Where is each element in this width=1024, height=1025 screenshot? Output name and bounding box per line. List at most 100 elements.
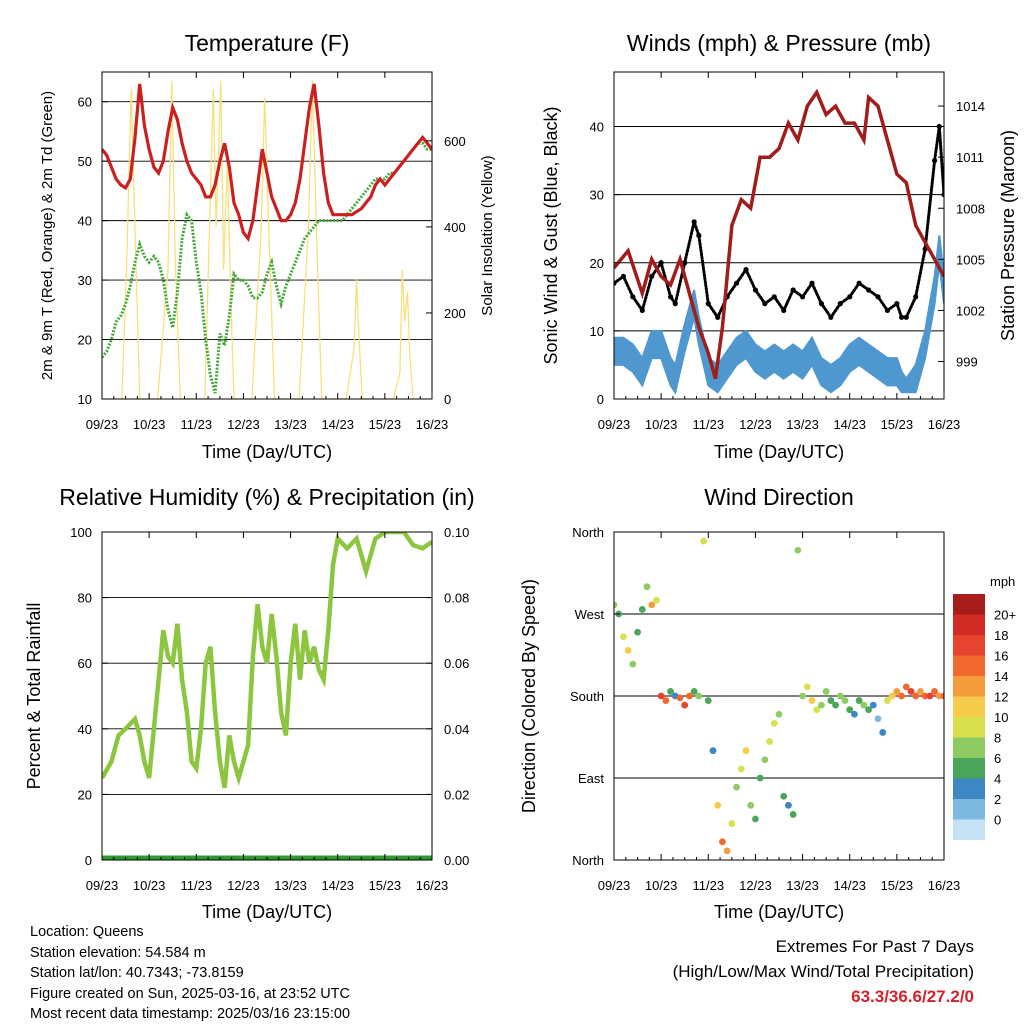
direction-point	[690, 688, 698, 695]
direction-point	[818, 701, 825, 709]
gust-point	[875, 294, 881, 300]
plot-frame	[101, 71, 433, 400]
gust-point	[667, 294, 674, 300]
direction-point	[869, 701, 877, 709]
x-tick-label: 12/23	[227, 417, 260, 432]
direction-point	[794, 546, 802, 554]
gust-line	[614, 126, 944, 321]
chart-title: Relative Humidity (%) & Precipitation (i…	[59, 484, 474, 510]
chart-panel-2: Winds (mph) & Pressure (mb) Time (Day/UTC…	[541, 30, 1018, 462]
direction-point	[752, 815, 759, 823]
y-tick-label: 60	[78, 656, 92, 671]
x-tick-label: 09/23	[86, 417, 119, 432]
gust-point	[847, 294, 853, 300]
gust-point	[696, 232, 702, 239]
legend-label: 4	[994, 772, 1001, 787]
direction-point	[662, 697, 670, 704]
x-tick-label: 12/23	[227, 878, 260, 893]
x-tick-label: 11/23	[692, 417, 724, 432]
gust-point	[682, 260, 688, 266]
direction-point	[624, 647, 632, 654]
y-axis-label: 2m & 9m T (Red, Orange) & 2m Td (Green)	[39, 91, 56, 380]
direction-point	[614, 601, 618, 609]
gust-point	[715, 314, 721, 320]
y-tick-label: 80	[78, 591, 92, 606]
gust-point	[799, 294, 806, 300]
chart-panel-3: Relative Humidity (%) & Precipitation (i…	[24, 484, 475, 922]
gust-point	[620, 273, 627, 279]
plot-area	[614, 537, 944, 855]
x-tick-label: 15/23	[369, 417, 402, 432]
x-tick-label: 15/23	[881, 417, 914, 432]
direction-point	[629, 660, 637, 668]
direction-point	[808, 697, 816, 704]
legend-label: 16	[994, 649, 1008, 664]
gust-point	[903, 314, 909, 320]
direction-point	[747, 801, 755, 809]
direction-point	[686, 692, 693, 700]
legend-swatch	[953, 758, 985, 779]
legend-label: 14	[994, 669, 1008, 684]
legend-label: 6	[994, 751, 1001, 766]
direction-point	[780, 792, 788, 800]
legend-swatch	[953, 778, 985, 799]
x-tick-label: 13/23	[274, 878, 307, 893]
station-info: Location: Queens Station elevation: 54.5…	[30, 922, 350, 1025]
gust-point	[865, 287, 872, 293]
gust-point	[936, 123, 942, 130]
x-tick-label: 16/23	[416, 878, 449, 893]
extremes-values: 63.3/36.6/27.2/0	[851, 987, 974, 1006]
legend-swatch	[953, 676, 985, 697]
x-tick-label: 10/23	[645, 878, 678, 893]
y-tick-label: 50	[78, 154, 92, 169]
direction-point	[676, 694, 684, 702]
legend-label: 10	[994, 710, 1008, 725]
y-tick-label: 30	[590, 188, 604, 203]
direction-point	[888, 692, 896, 700]
y-axis-label-right: Solar Insolation (Yellow)	[479, 155, 496, 315]
x-tick-label: 15/23	[881, 878, 914, 893]
wind-speed-area	[614, 235, 944, 395]
chart-panel-4: Wind Direction Time (Day/UTC) Direction (C…	[519, 484, 1016, 922]
y-tick-label-right: 0.10	[444, 525, 469, 540]
x-tick-label: 09/23	[86, 878, 119, 893]
direction-point	[822, 688, 830, 695]
x-axis-label: Time (Day/UTC)	[202, 442, 332, 462]
x-tick-label: 14/23	[321, 417, 354, 432]
y-tick-label-right: 1002	[956, 303, 985, 318]
x-tick-label: 10/23	[133, 417, 166, 432]
y-tick-label: 10	[78, 392, 92, 407]
direction-point	[681, 701, 689, 709]
x-tick-label: 15/23	[369, 878, 402, 893]
legend-swatch	[953, 655, 985, 676]
y-tick-label-right: 0	[444, 392, 451, 407]
direction-point	[799, 692, 806, 700]
y-tick-label-right: 1014	[956, 99, 985, 114]
direction-point	[874, 715, 882, 723]
legend-label: 18	[994, 628, 1008, 643]
direction-point	[733, 783, 740, 791]
direction-point	[917, 688, 924, 695]
direction-point	[836, 692, 844, 700]
direction-point	[719, 838, 726, 846]
legend-label: 12	[994, 690, 1008, 705]
plot-area	[614, 88, 944, 395]
y-tick-label: North	[572, 853, 604, 868]
direction-point	[841, 697, 849, 704]
direction-point	[860, 701, 868, 709]
legend-label: 20+	[994, 608, 1016, 623]
y-tick-label-right: 0.02	[444, 787, 469, 802]
y-tick-label: 40	[590, 120, 604, 135]
direction-point	[761, 756, 769, 764]
direction-point	[893, 688, 901, 695]
direction-point	[912, 692, 920, 700]
direction-point	[728, 820, 736, 827]
x-tick-label: 10/23	[645, 417, 678, 432]
elevation-text: Station elevation: 54.584 m	[30, 944, 206, 961]
chart-panel-1: Temperature (F) Time (Day/UTC) 2m & 9m T (…	[39, 30, 496, 462]
plot-area	[102, 80, 432, 399]
gust-point	[672, 301, 678, 307]
x-tick-label: 14/23	[321, 878, 354, 893]
direction-point	[723, 847, 731, 855]
y-tick-label-right: 1008	[956, 201, 985, 216]
